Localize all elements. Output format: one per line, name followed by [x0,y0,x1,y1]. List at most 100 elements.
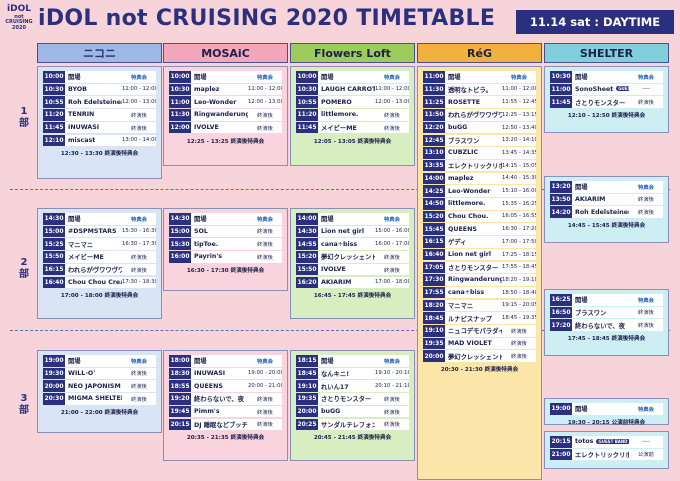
list-item[interactable]: 11:25 ROSETTE 11:55 - 12:45 [423,96,536,108]
block-footer: 14:45 - 15:45 終演後特典会 [567,223,646,230]
list-item[interactable]: 15:50 メイビーME 終演後 [43,251,156,263]
performer-name: Lion net girl [448,251,492,259]
list-item[interactable]: 15:30 tipToe. 終演後 [169,238,282,250]
list-item[interactable]: 11:45 さとりモンスター 終演後 [550,96,663,108]
list-item[interactable]: 16:25 開場 特典会 [550,294,663,306]
performer-name: Payrin's [194,253,223,261]
list-item[interactable]: 14:20 Roh Edelsteinen 終演後 [550,206,663,218]
list-item[interactable]: 13:20 開場 特典会 [550,181,663,193]
list-item[interactable]: 16:15 ゲディ 17:00 - 17:50 [423,236,536,248]
list-item[interactable]: 12:45 ブラスワン 13:20 - 14:10 [423,134,536,146]
list-item[interactable]: 19:45 Pimm's 終演後 [169,405,282,418]
list-item[interactable]: 17:05 さとりモンスター 17:55 - 18:45 [423,261,536,273]
performer-name: QUEENS [448,225,477,233]
list-item[interactable]: 19:20 終わらないで、夜 終演後 [169,393,282,405]
list-item[interactable]: 17:55 cana÷biss 18:50 - 18:40 [423,286,536,299]
list-item[interactable]: 19:00 開場 特典会 [550,403,663,415]
list-item[interactable]: 20:00 夢幻クレッシェンド 終演後 [423,350,536,362]
list-item[interactable]: 16:20 AKIARIM 17:00 - 18:00 [296,276,409,288]
list-item[interactable]: 19:00 開場 特典会 [43,355,156,367]
list-item[interactable]: 14:00 maplez 14:40 - 15:30 [423,172,536,185]
list-item[interactable]: 15:00 #DSPMSTARS 15:30 - 16:30 [43,225,156,238]
list-item[interactable]: 18:55 QUEENS 20:00 - 21:00 [169,380,282,392]
list-item[interactable]: 17:30 Ringwanderung 18:20 - 19:10 [423,274,536,286]
list-item[interactable]: 18:15 開場 特典会 [296,355,409,367]
performer-name: われらがヴワワヴワーヴワ [68,267,122,275]
list-item[interactable]: 13:10 CUBZLIC 13:45 - 14:35 [423,147,536,159]
list-item[interactable]: 11:45 INUWASI 終演後 [43,121,156,134]
list-item[interactable]: 11:00SonoSheetGUEST BAND ---- [550,83,663,96]
list-item[interactable]: 19:10ニュコデモパラダイス 終演後 [423,325,536,337]
list-item[interactable]: 12:20 buGG 12:50 - 13:40 [423,121,536,134]
list-item[interactable]: 20:00 NEO JAPONISM 終演後 [43,380,156,392]
list-item[interactable]: 14:00 開場 特典会 [296,213,409,225]
list-item[interactable]: 11:20 littlemore. 終演後 [296,109,409,121]
venue-header-3[interactable]: RéG [417,43,542,63]
list-item[interactable]: 12:00 IVOLVE 終演後 [169,121,282,134]
list-item[interactable]: 10:55 Roh Edelsteinen 12:00 - 13:00 [43,96,156,108]
list-item[interactable]: 20:30 MIGMA SHELTER 終演後 [43,393,156,405]
list-item[interactable]: 19:35 さとりモンスター 終演後 [296,393,409,405]
list-item[interactable]: 16:50 ブラスワン 終演後 [550,306,663,319]
list-item[interactable]: 16:00 Payrin's 終演後 [169,251,282,263]
list-item[interactable]: 11:30 透明なトビラ。 11:00 - 12:00 [423,83,536,96]
list-item[interactable]: 18:00 開場 特典会 [169,355,282,367]
list-item[interactable]: 19:10 れいん17 20:10 - 21:10 [296,380,409,392]
list-item[interactable]: 12:10 miscast 13:00 - 14:00 [43,134,156,146]
list-item[interactable]: 14:55 cana÷biss 16:00 - 17:00 [296,238,409,250]
start-time: 19:35 [423,337,445,350]
list-item[interactable]: 20:15 totos GUEST BAND ---- [550,436,663,448]
venue-header-4[interactable]: SHELTER [544,43,669,63]
list-item[interactable]: 14:25 Leo-Wonder 15:10 - 16:00 [423,185,536,197]
list-item[interactable]: 10:00 開場 特典会 [296,71,409,83]
list-item[interactable]: 14:30 開場 特典会 [169,213,282,225]
list-item[interactable]: 21:00エレクトリックリボン 公演前 [550,448,663,461]
list-item[interactable]: 18:45 ルナピスナップ 18:45 - 19:35 [423,312,536,324]
list-item[interactable]: 15:50 IVOLVE 終演後 [296,263,409,276]
list-item[interactable]: 18:45 なんキニ! 19:10 - 20:10 [296,367,409,380]
list-item[interactable]: 15:20 夢幻クレッシェンド 終演後 [296,251,409,263]
list-item[interactable]: 19:35 MAD VIOLET 終演後 [423,337,536,350]
performer-name: われらがヴワワヴワーヴワ [448,112,502,120]
start-time: 16:50 [550,306,572,319]
list-item[interactable]: 10:30 maplez 11:00 - 12:00 [169,83,282,96]
venue-header-2[interactable]: Flowers Loft [290,43,415,63]
meet-session: 終演後 [131,254,147,261]
list-item[interactable]: 18:30 INUWASI 19:00 - 20:00 [169,367,282,380]
list-item[interactable]: 18:20 マニマニ 19:15 - 20:05 [423,299,536,312]
list-item[interactable]: 15:45 QUEENS 16:30 - 17:20 [423,223,536,235]
list-item[interactable]: 15:25 マニマニ 16:30 - 17:30 [43,238,156,250]
list-item[interactable]: 16:15われらがヴワワヴワーヴワ 終演後 [43,263,156,276]
schedule-block: 10:00 開場 特典会 10:30 LAUGH CARROT 11:00 - 12:00… [290,66,415,166]
list-item[interactable]: 15:20 Chou Chou. 16:05 - 16:55 [423,210,536,223]
performer-name: littlemore. [321,111,359,119]
list-item[interactable]: 14:30 Lion net girl 15:00 - 16:00 [296,225,409,238]
list-item[interactable]: 10:55 POMERO 12:00 - 13:00 [296,96,409,108]
venue-header-0[interactable]: ニコニ [37,43,162,63]
list-item[interactable]: 10:00 開場 特典会 [169,71,282,83]
list-item[interactable]: 13:35エレクトリックリボン14:15 - 15:05 [423,159,536,172]
list-item[interactable]: 14:30 開場 特典会 [43,213,156,225]
list-item[interactable]: 11:00 Leo-Wonder 12:00 - 13:00 [169,96,282,108]
list-item[interactable]: 20:25 サンダルテレフォン 終演後 [296,418,409,430]
list-item[interactable]: 11:00 開場 特典会 [423,71,536,83]
list-item[interactable]: 20:00 buGG 終演後 [296,405,409,418]
meet-session: 15:00 - 16:00 [375,228,409,235]
list-item[interactable]: 13:50 AKIARIM 終演後 [550,193,663,206]
list-item[interactable]: 11:30 Ringwanderung 終演後 [169,109,282,121]
list-item[interactable]: 16:40 Lion net girl 17:25 - 18:15 [423,248,536,261]
list-item[interactable]: 19:30 WILL-O' 終演後 [43,367,156,380]
list-item[interactable]: 11:20 TENRIN 終演後 [43,109,156,121]
list-item[interactable]: 11:45 メイビーME 終演後 [296,121,409,134]
venue-header-1[interactable]: MOSAiC [163,43,288,63]
list-item[interactable]: 10:00 開場 特典会 [43,71,156,83]
list-item[interactable]: 15:00 SOL 終演後 [169,225,282,238]
list-item[interactable]: 11:50われらがヴワワヴワーヴワ12:25 - 13:15 [423,109,536,121]
list-item[interactable]: 10:30 BYOB 11:00 - 12:00 [43,83,156,96]
list-item[interactable]: 10:30 開場 特典会 [550,71,663,83]
list-item[interactable]: 10:30 LAUGH CARROT 11:00 - 12:00 [296,83,409,96]
list-item[interactable]: 17:20 終わらないで、夜 終演後 [550,319,663,331]
list-item[interactable]: 14:50 littlemore. 15:35 - 16:25 [423,198,536,210]
